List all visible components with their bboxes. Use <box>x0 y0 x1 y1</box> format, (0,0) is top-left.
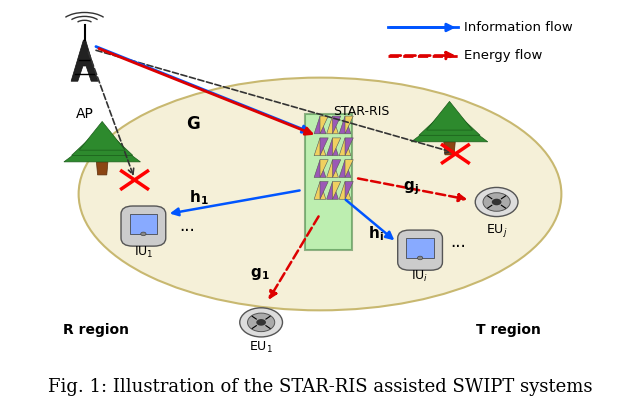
Text: T region: T region <box>476 323 541 337</box>
Circle shape <box>248 313 275 332</box>
Polygon shape <box>339 160 351 177</box>
Circle shape <box>417 256 423 260</box>
Polygon shape <box>333 160 340 177</box>
Polygon shape <box>339 181 351 199</box>
Circle shape <box>141 232 146 236</box>
Text: ...: ... <box>451 233 466 251</box>
Polygon shape <box>305 114 353 250</box>
Polygon shape <box>326 160 339 177</box>
Polygon shape <box>320 160 328 177</box>
Polygon shape <box>419 107 480 135</box>
Text: IU$_i$: IU$_i$ <box>412 269 429 284</box>
Polygon shape <box>314 160 326 177</box>
Circle shape <box>483 193 510 211</box>
Polygon shape <box>79 122 125 150</box>
Text: R region: R region <box>63 323 129 337</box>
Polygon shape <box>64 133 140 162</box>
Polygon shape <box>320 181 328 199</box>
Polygon shape <box>320 116 328 134</box>
FancyBboxPatch shape <box>406 238 434 258</box>
Polygon shape <box>339 116 351 134</box>
Polygon shape <box>314 181 326 199</box>
Text: $\bf{h}_1$: $\bf{h}_1$ <box>189 189 209 207</box>
Circle shape <box>492 199 502 205</box>
FancyBboxPatch shape <box>397 230 442 270</box>
Polygon shape <box>426 101 472 130</box>
Circle shape <box>240 308 282 337</box>
Text: $\bf{g}_j$: $\bf{g}_j$ <box>403 179 419 197</box>
Text: STAR-RIS: STAR-RIS <box>333 105 389 118</box>
Circle shape <box>256 319 266 326</box>
Text: AP: AP <box>76 107 93 121</box>
Ellipse shape <box>79 78 561 310</box>
Text: IU$_1$: IU$_1$ <box>134 244 153 260</box>
Polygon shape <box>333 181 340 199</box>
Circle shape <box>476 187 518 217</box>
Polygon shape <box>333 116 340 134</box>
Polygon shape <box>444 142 455 155</box>
Polygon shape <box>314 116 326 134</box>
Polygon shape <box>339 138 351 156</box>
Text: Information flow: Information flow <box>464 21 573 34</box>
Polygon shape <box>72 127 132 156</box>
Polygon shape <box>345 181 353 199</box>
Text: ...: ... <box>180 217 195 235</box>
FancyBboxPatch shape <box>121 206 166 246</box>
Text: $\bf{h}_i$: $\bf{h}_i$ <box>368 225 384 244</box>
Polygon shape <box>412 113 488 142</box>
Text: Energy flow: Energy flow <box>464 49 543 62</box>
Text: Fig. 1: Illustration of the STAR-RIS assisted SWIPT systems: Fig. 1: Illustration of the STAR-RIS ass… <box>48 378 592 396</box>
Text: $\bf{G}$: $\bf{G}$ <box>186 115 201 133</box>
Polygon shape <box>345 138 353 156</box>
Text: $\bf{g}_1$: $\bf{g}_1$ <box>250 266 270 282</box>
FancyBboxPatch shape <box>129 214 157 234</box>
Polygon shape <box>326 181 339 199</box>
Polygon shape <box>333 138 340 156</box>
Text: EU$_1$: EU$_1$ <box>249 340 273 355</box>
Text: EU$_j$: EU$_j$ <box>486 221 508 239</box>
Polygon shape <box>97 162 108 175</box>
Polygon shape <box>345 160 353 177</box>
Polygon shape <box>326 138 339 156</box>
Polygon shape <box>345 116 353 134</box>
Polygon shape <box>314 138 326 156</box>
Polygon shape <box>71 40 98 81</box>
Polygon shape <box>326 116 339 134</box>
Polygon shape <box>320 138 328 156</box>
